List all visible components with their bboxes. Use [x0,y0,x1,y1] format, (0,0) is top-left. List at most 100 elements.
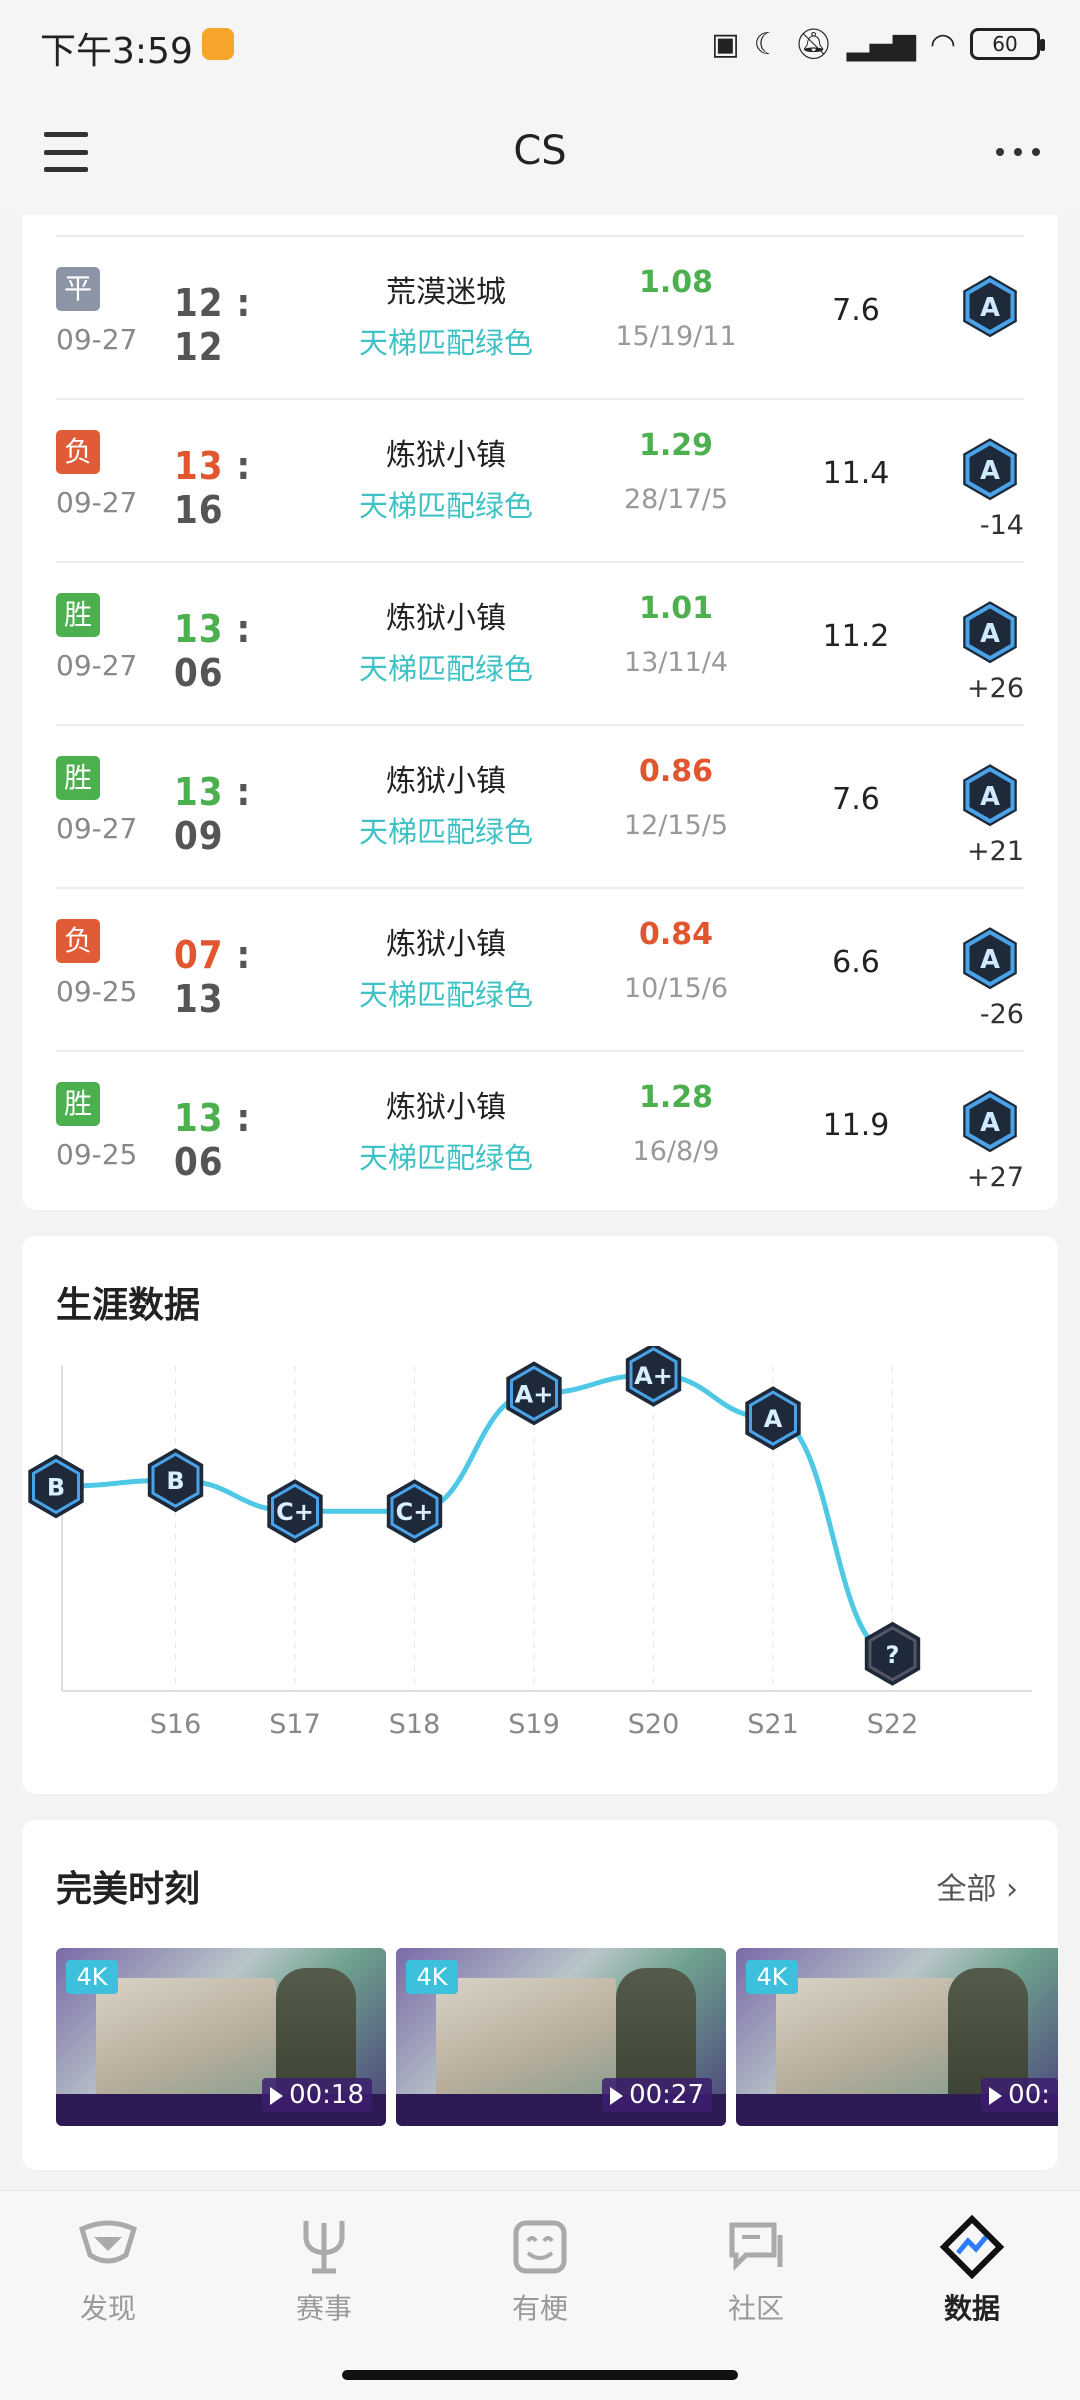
rank-badge-icon: A [958,760,1022,830]
map-name: 炼狱小镇 [386,764,506,799]
rank-point: A+ [506,1361,562,1426]
moon-icon: ☾ [753,26,781,62]
more-options-icon[interactable] [996,148,1040,156]
svg-text:A: A [980,293,1000,323]
video-thumbnail[interactable]: 4K 00:27 [396,1948,726,2126]
home-indicator[interactable] [342,2370,738,2380]
wifi-icon: ◠ [929,26,956,62]
moments-all-link[interactable]: 全部 › [936,1864,1018,1908]
tab-label: 有梗 [511,2292,568,2325]
match-kda: 16/8/9 [632,1136,720,1167]
match-rws: 7.6 [832,293,880,328]
score-team: 07 [174,933,224,977]
match-row[interactable]: 平 09-27 12 : 12 荒漠迷城 天梯匹配绿色 1.08 15/19/1… [56,235,1024,398]
rank-point: A [745,1386,801,1451]
match-rating: 0.84 [638,917,714,952]
rank-point: A+ [625,1346,682,1407]
tab-label: 数据 [943,2292,1000,2325]
score-team: 13 [174,770,224,814]
nfc-icon: ▣ [711,26,740,62]
score-opponent: 16 [174,488,224,532]
chevron-right-icon: › [1006,1872,1018,1907]
score-opponent: 09 [174,814,224,858]
svg-text:A: A [980,782,1000,812]
match-score: 12 : 12 [174,281,252,369]
match-date: 09-27 [56,812,138,845]
rank-badge-icon: A [958,923,1022,993]
match-row[interactable]: 胜 09-27 13 : 06 炼狱小镇 天梯匹配绿色 1.01 13/11/4… [56,561,1024,724]
svg-text:A: A [980,1108,1000,1138]
match-mode: 天梯匹配绿色 [358,489,533,523]
rank-delta: +27 [967,1162,1024,1193]
match-rating: 1.29 [638,428,714,463]
page-title: CS [513,128,567,174]
match-rating: 1.08 [638,265,714,300]
match-row[interactable]: 胜 09-25 13 : 06 炼狱小镇 天梯匹配绿色 1.28 16/8/9 … [56,1050,1024,1213]
match-mode: 天梯匹配绿色 [358,978,533,1012]
match-date: 09-27 [56,323,138,356]
match-row[interactable]: 胜 09-27 13 : 09 炼狱小镇 天梯匹配绿色 0.86 12/15/5… [56,724,1024,887]
rank-point-label: C+ [396,1498,434,1526]
career-card: 生涯数据 S16 S17 S18 S19 S20 S21 S22 B B C+ C+ A+ A+ A? [22,1236,1058,1794]
rank-point-label: C+ [276,1498,314,1526]
quality-badge: 4K [746,1960,798,1994]
match-kda: 28/17/5 [623,484,729,515]
match-date: 09-25 [56,1138,138,1171]
match-mode: 天梯匹配绿色 [358,1141,533,1175]
smile-face-icon [508,2215,572,2279]
result-badge: 平 [56,267,100,311]
x-tick-label: S20 [628,1709,680,1740]
video-thumbnail[interactable]: 4K 00:18 [56,1948,386,2126]
score-team: 13 [174,607,224,651]
video-duration: 00: [981,2078,1058,2112]
signal-icon: ▂▄▆ [846,26,916,62]
map-name: 荒漠迷城 [386,275,506,310]
match-row[interactable]: 负 09-27 13 : 16 炼狱小镇 天梯匹配绿色 1.29 28/17/5… [56,398,1024,561]
match-row[interactable]: 负 09-25 07 : 13 炼狱小镇 天梯匹配绿色 0.84 10/15/6… [56,887,1024,1050]
tab-label: 发现 [79,2292,136,2325]
rank-point: ? [864,1621,921,1686]
rank-point-label: B [47,1473,65,1501]
result-badge: 负 [56,430,100,474]
score-opponent: 06 [174,1140,224,1184]
map-name: 炼狱小镇 [386,1090,506,1125]
svg-text:A: A [980,456,1000,486]
quality-badge: 4K [406,1960,458,1994]
video-thumbnail[interactable]: 4K 00: [736,1948,1058,2126]
match-score: 13 : 09 [174,770,252,858]
match-kda: 13/11/4 [623,647,729,678]
match-kda: 12/15/5 [623,810,729,841]
match-rating: 1.28 [638,1080,714,1115]
score-team: 13 [174,444,224,488]
rank-point: C+ [386,1479,443,1544]
tab-1[interactable]: 赛事 [249,2215,399,2327]
trophy-icon [292,2215,356,2279]
play-icon [989,2086,1003,2105]
match-rws: 11.2 [822,619,890,654]
tab-label: 赛事 [295,2292,352,2325]
status-bar: 下午3:59 ▣ ☾ 🔕︎ ▂▄▆ ◠ 60 [0,0,1080,90]
result-badge: 负 [56,919,100,963]
score-opponent: 06 [174,651,224,695]
tab-4[interactable]: 数据 [897,2214,1047,2327]
match-rating: 1.01 [638,591,714,626]
result-badge: 胜 [56,1082,100,1126]
rank-badge-icon: A [958,1086,1022,1156]
menu-icon[interactable] [44,132,88,172]
tab-2[interactable]: 有梗 [465,2215,615,2327]
score-opponent: 13 [174,977,224,1021]
x-tick-label: S18 [389,1709,441,1740]
tab-3[interactable]: 社区 [681,2215,831,2327]
rank-delta: +26 [967,673,1024,704]
svg-text:A: A [980,945,1000,975]
match-score: 13 : 06 [174,1096,252,1184]
match-mode: 天梯匹配绿色 [358,815,533,849]
match-rws: 6.6 [832,945,880,980]
rank-point: B [147,1448,204,1513]
bell-muted-icon: 🔕︎ [794,26,833,62]
career-title: 生涯数据 [56,1285,201,1326]
rank-point: B [28,1454,84,1519]
rank-point-label: A [764,1405,783,1433]
x-tick-label: S22 [867,1709,919,1740]
tab-0[interactable]: 发现 [33,2215,183,2327]
